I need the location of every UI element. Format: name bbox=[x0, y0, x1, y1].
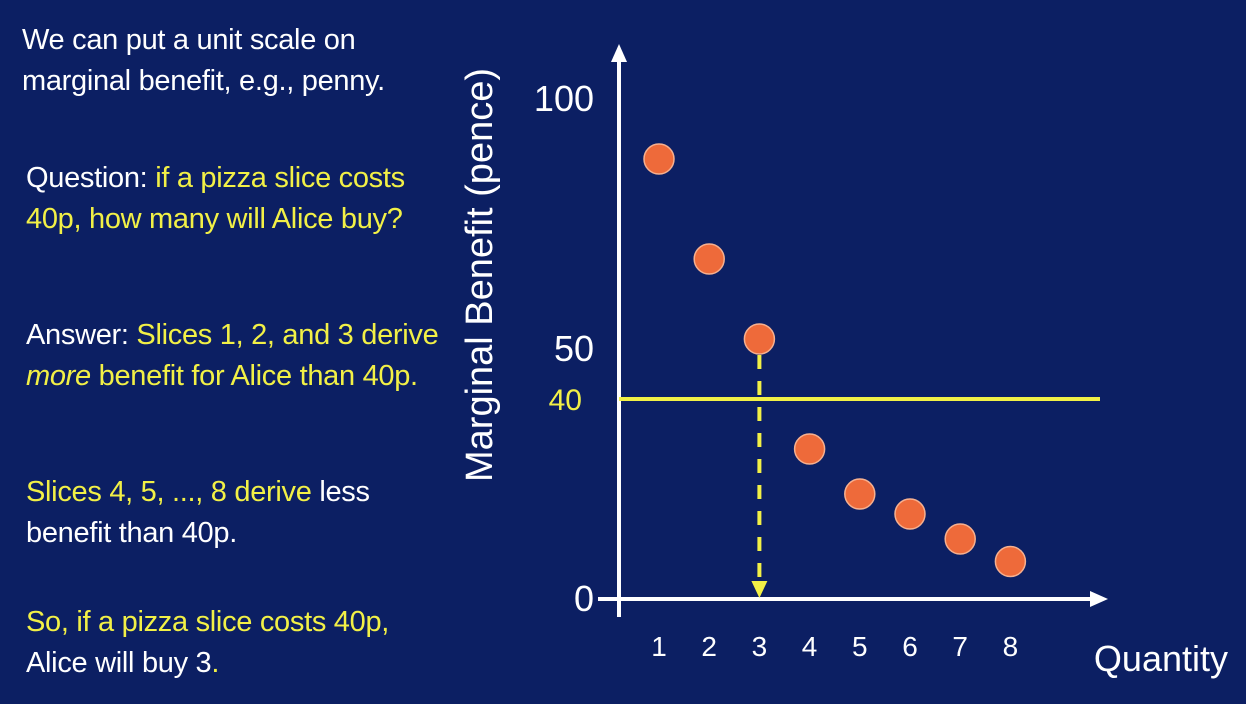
data-point bbox=[693, 243, 725, 275]
less-benefit-text: less benefit than 40p. bbox=[26, 476, 370, 549]
x-tick-label: 6 bbox=[902, 631, 918, 662]
x-tick-label: 4 bbox=[802, 631, 818, 662]
conclusion-paragraph: So, if a pizza slice costs 40p, Alice wi… bbox=[26, 602, 446, 684]
x-tick-label: 5 bbox=[852, 631, 868, 662]
data-point bbox=[643, 143, 675, 175]
less-benefit-paragraph: Slices 4, 5, ..., 8 derive less benefit … bbox=[26, 472, 446, 554]
x-tick-label: 7 bbox=[952, 631, 968, 662]
answer-text-b: benefit for Alice than 40p. bbox=[90, 360, 419, 392]
conclusion-text-a: So, if a pizza slice costs 40p, bbox=[26, 606, 390, 638]
x-axis-title: Quantity bbox=[1094, 638, 1228, 679]
drop-line-arrowhead bbox=[751, 581, 768, 598]
y-tick-label: 100 bbox=[534, 78, 594, 119]
y-axis-arrowhead bbox=[611, 44, 627, 62]
data-point bbox=[743, 323, 776, 355]
y-tick-label: 50 bbox=[554, 328, 594, 369]
conclusion-period: . bbox=[211, 647, 220, 679]
y-axis-title: Marginal Benefit (pence) bbox=[459, 68, 501, 482]
x-tick-label: 3 bbox=[752, 631, 768, 662]
price-line-label: 40 bbox=[549, 384, 582, 417]
answer-paragraph: Answer: Slices 1, 2, and 3 derive more b… bbox=[26, 315, 446, 397]
question-paragraph: Question: if a pizza slice costs 40p, ho… bbox=[26, 158, 446, 240]
data-point bbox=[844, 478, 876, 510]
data-point bbox=[994, 545, 1027, 578]
answer-emphasis: more bbox=[26, 360, 91, 392]
y-tick-label: 0 bbox=[574, 578, 594, 619]
answer-text-a: Slices 1, 2, and 3 derive bbox=[136, 319, 439, 351]
x-tick-label: 8 bbox=[1003, 631, 1019, 662]
data-point bbox=[894, 498, 926, 530]
conclusion-result: Alice will buy 3 bbox=[26, 647, 212, 679]
answer-lead: Answer: bbox=[26, 319, 137, 351]
data-point bbox=[793, 433, 826, 465]
x-axis-arrowhead bbox=[1090, 591, 1108, 607]
question-lead: Question: bbox=[26, 162, 156, 194]
data-point bbox=[944, 523, 976, 555]
x-tick-label: 2 bbox=[701, 631, 717, 662]
x-tick-label: 1 bbox=[651, 631, 667, 662]
question-text: if a pizza slice costs 40p, how many wil… bbox=[26, 162, 405, 235]
scale-note: We can put a unit scale on marginal bene… bbox=[22, 24, 385, 97]
less-benefit-slices: Slices 4, 5, ..., 8 derive bbox=[26, 476, 320, 508]
